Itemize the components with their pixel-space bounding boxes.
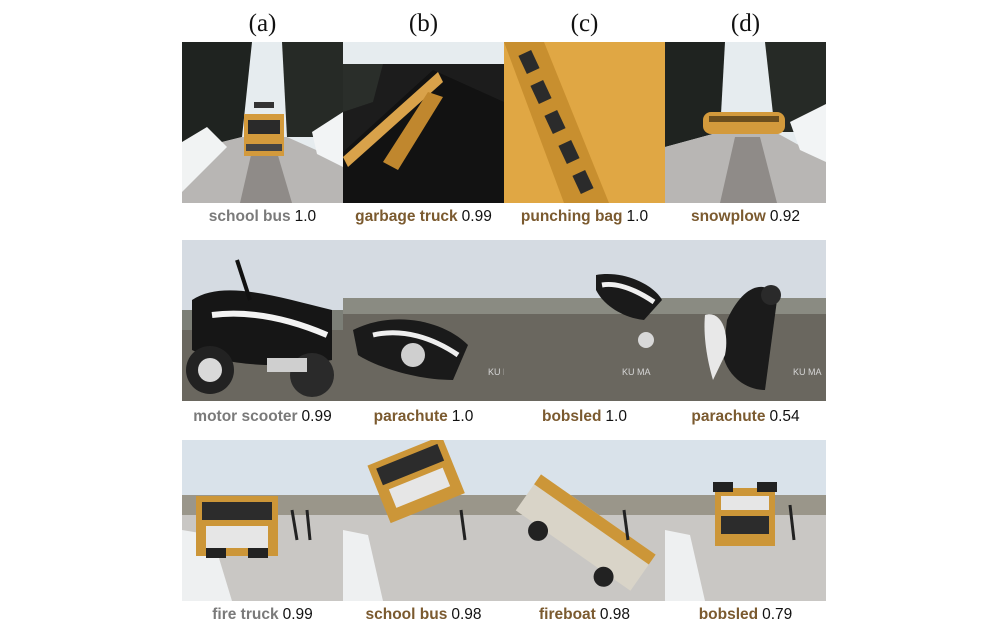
confidence-score: 0.98 <box>599 606 630 623</box>
predicted-label: motor scooter <box>193 408 298 425</box>
caption-motor-scooter-b: parachute 1.0 <box>343 407 504 427</box>
image-school-bus-b <box>343 42 504 203</box>
predicted-label: school bus <box>208 208 291 225</box>
column-header-a: (a) <box>248 10 277 37</box>
image-fire-truck-b <box>343 440 504 601</box>
caption-fire-truck-c: fireboat 0.98 <box>504 605 665 625</box>
caption-school-bus-a: school bus 1.0 <box>182 207 343 227</box>
confidence-score: 1.0 <box>294 208 317 225</box>
confidence-score: 0.79 <box>762 606 793 623</box>
confidence-score: 0.54 <box>769 408 800 425</box>
predicted-label: parachute <box>691 408 766 425</box>
predicted-label: fireboat <box>538 606 596 623</box>
confidence-score: 0.98 <box>451 606 482 623</box>
caption-school-bus-d: snowplow 0.92 <box>665 207 826 227</box>
caption-school-bus-c: punching bag 1.0 <box>504 207 665 227</box>
confidence-score: 0.99 <box>461 208 492 225</box>
image-fire-truck-a <box>182 440 343 601</box>
predicted-label: fire truck <box>212 606 279 623</box>
predicted-label: parachute <box>373 408 448 425</box>
image-school-bus-d <box>665 42 826 203</box>
watermark-text: KU MA <box>622 367 651 377</box>
caption-motor-scooter-c: bobsled 1.0 <box>504 407 665 427</box>
caption-fire-truck-b: school bus 0.98 <box>343 605 504 625</box>
image-motor-scooter-c: KU MA <box>504 240 665 401</box>
caption-fire-truck-a: fire truck 0.99 <box>182 605 343 625</box>
predicted-label: garbage truck <box>355 208 458 225</box>
confidence-score: 1.0 <box>451 408 474 425</box>
confidence-score: 1.0 <box>605 408 627 425</box>
image-fire-truck-c <box>504 440 665 601</box>
caption-motor-scooter-d: parachute 0.54 <box>665 407 826 427</box>
confidence-score: 0.99 <box>301 408 332 425</box>
column-header-b: (b) <box>408 10 439 37</box>
column-header-c: (c) <box>570 10 599 37</box>
image-motor-scooter-d: KU MA <box>665 240 826 401</box>
predicted-label: school bus <box>365 606 448 623</box>
image-motor-scooter-b: KU MA <box>343 240 504 401</box>
predicted-label: snowplow <box>690 208 766 225</box>
column-header-d: (d) <box>730 10 761 37</box>
predicted-label: bobsled <box>542 408 602 425</box>
image-school-bus-c <box>504 42 665 203</box>
watermark-text: KU MA <box>488 367 504 377</box>
confidence-score: 0.92 <box>769 208 801 225</box>
image-school-bus-a <box>182 42 343 203</box>
confidence-score: 0.99 <box>282 606 313 623</box>
caption-fire-truck-d: bobsled 0.79 <box>665 605 826 625</box>
predicted-label: punching bag <box>520 208 623 225</box>
confidence-score: 1.0 <box>626 208 649 225</box>
image-fire-truck-d <box>665 440 826 601</box>
caption-motor-scooter-a: motor scooter 0.99 <box>182 407 343 427</box>
watermark-text: KU MA <box>793 367 822 377</box>
image-motor-scooter-a <box>182 240 343 401</box>
predicted-label: bobsled <box>698 606 759 623</box>
caption-school-bus-b: garbage truck 0.99 <box>343 207 504 227</box>
